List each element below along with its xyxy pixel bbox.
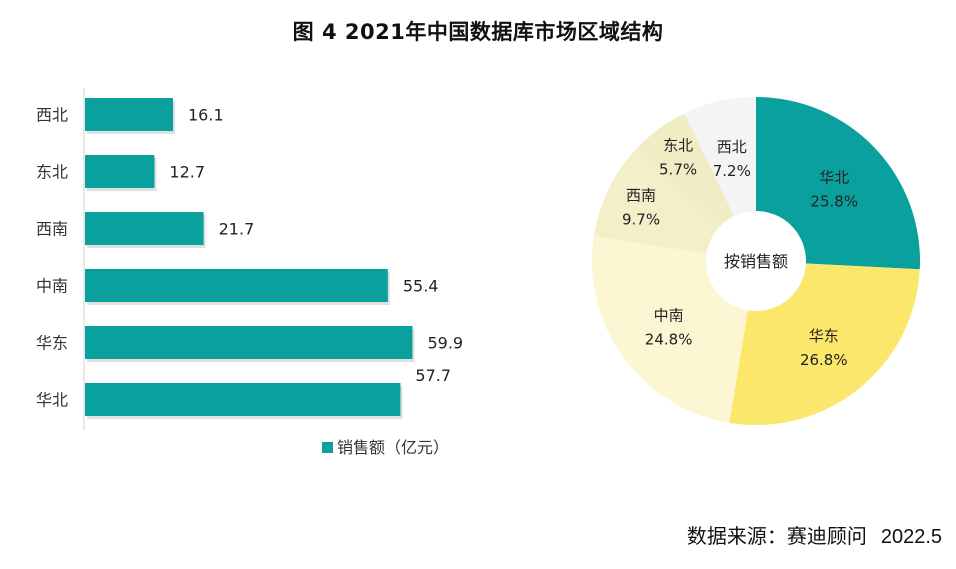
bar-1 <box>85 155 155 188</box>
donut-hole <box>706 211 806 311</box>
bar-chart: 西北 16.1 东北 12.7 西南 21.7 中南 55.4 华东 59.9 华北 57.7 销售额… <box>36 88 463 457</box>
chart-title: 图 4 2021年中国数据库市场区域结构 <box>292 20 664 44</box>
bar-2 <box>85 212 204 245</box>
source-label: 数据来源：赛迪顾问 <box>686 524 867 548</box>
slice-value-label: 25.8% <box>810 193 858 211</box>
legend-label: 销售额（亿元） <box>337 438 449 457</box>
slice-value-label: 26.8% <box>800 351 848 369</box>
data-label: 59.9 <box>427 334 463 353</box>
source-date: 2022.5 <box>880 526 942 548</box>
slice-label: 华东 <box>809 327 839 345</box>
data-label: 55.4 <box>403 277 439 296</box>
category-label: 东北 <box>36 163 68 182</box>
slice-value-label: 5.7% <box>659 160 697 178</box>
slice-value-label: 24.8% <box>645 330 693 348</box>
data-label: 12.7 <box>169 163 205 182</box>
bar-5 <box>85 383 401 416</box>
donut-chart: 华北25.8%华东26.8%中南24.8%西南9.7%东北5.7%西北7.2% … <box>592 97 920 426</box>
donut-center-label: 按销售额 <box>724 252 788 271</box>
category-label: 华东 <box>36 334 68 353</box>
slice-value-label: 7.2% <box>713 162 751 180</box>
category-label: 中南 <box>36 277 68 296</box>
slice-label: 华北 <box>819 169 849 187</box>
bar-3 <box>85 269 388 302</box>
pie-slice-0 <box>756 97 920 270</box>
legend-swatch <box>322 442 333 453</box>
category-label: 西北 <box>36 106 68 125</box>
slice-label: 西南 <box>626 187 656 205</box>
source-note: 数据来源：赛迪顾问 2022.5 <box>687 520 942 549</box>
slice-label: 东北 <box>663 136 693 154</box>
data-label: 21.7 <box>219 220 255 239</box>
bar-0 <box>85 98 174 131</box>
data-label: 16.1 <box>188 106 224 125</box>
category-label: 华北 <box>36 391 68 410</box>
bar-4 <box>85 326 413 359</box>
slice-label: 西北 <box>717 138 747 156</box>
slice-label: 中南 <box>654 306 684 324</box>
slice-value-label: 9.7% <box>622 211 660 229</box>
category-label: 西南 <box>36 220 68 239</box>
data-label: 57.7 <box>415 366 451 385</box>
